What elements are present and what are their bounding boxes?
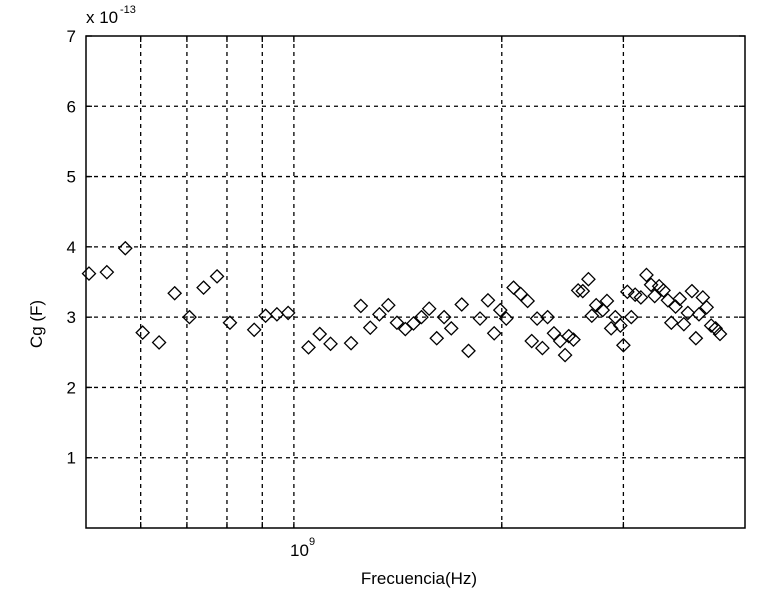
data-point-diamond <box>557 347 573 363</box>
x-axis-title: Frecuencia(Hz) <box>361 569 477 588</box>
data-point-diamond <box>312 326 328 342</box>
y-tick-label: 4 <box>67 238 76 257</box>
data-point-diamond <box>406 316 421 331</box>
data-point-diamond <box>323 336 338 352</box>
data-point-diamond <box>498 311 514 326</box>
data-point-diamond <box>343 335 359 351</box>
data-point-diamond <box>639 267 654 283</box>
data-point-diamond <box>472 311 488 326</box>
y-axis-multiplier: x 10 -13 <box>86 4 136 27</box>
data-point-diamond <box>513 286 529 302</box>
x-axis-tick-label: 10 9 <box>290 536 315 560</box>
data-point-diamond <box>209 268 225 284</box>
data-point-diamond <box>443 320 459 336</box>
data-point-diamond <box>619 284 635 300</box>
data-point-diamond <box>623 309 639 325</box>
data-point-diamond <box>380 297 396 313</box>
data-point-diamond <box>712 326 728 342</box>
data-points <box>81 240 728 363</box>
y-tick-label: 5 <box>67 168 76 187</box>
data-point-diamond <box>691 306 707 322</box>
data-point-diamond <box>647 288 663 304</box>
data-point-diamond <box>81 266 97 281</box>
data-point-diamond <box>454 297 470 312</box>
data-point-diamond <box>633 290 649 305</box>
data-point-diamond <box>680 305 696 321</box>
data-point-diamond <box>414 309 429 325</box>
data-point-diamond <box>612 318 628 333</box>
data-point-diamond <box>540 309 556 325</box>
data-point-diamond <box>486 325 502 341</box>
data-point-diamond <box>151 335 167 350</box>
data-point-diamond <box>660 292 676 308</box>
data-point-diamond <box>389 315 405 331</box>
grid-lines <box>86 36 745 528</box>
data-point-diamond <box>524 333 540 349</box>
y-tick-label: 2 <box>67 378 76 397</box>
data-point-diamond <box>520 293 536 309</box>
data-point-diamond <box>570 283 586 298</box>
y-multiplier-exponent: -13 <box>120 4 136 16</box>
data-point-diamond <box>258 308 274 324</box>
y-tick-label: 1 <box>67 449 76 468</box>
data-point-diamond <box>684 283 700 299</box>
data-point-diamond <box>372 306 387 322</box>
data-point-diamond <box>676 316 692 332</box>
data-point-diamond <box>246 322 262 338</box>
data-point-diamond <box>688 330 704 346</box>
data-point-diamond <box>117 240 133 256</box>
data-point-diamond <box>182 309 197 325</box>
data-point-diamond <box>588 297 604 313</box>
data-point-diamond <box>280 305 296 321</box>
data-point-diamond <box>480 292 496 308</box>
data-point-diamond <box>135 325 151 341</box>
plot-area-frame <box>85 35 746 529</box>
data-point-diamond <box>581 271 596 287</box>
data-point-diamond <box>421 301 437 317</box>
data-point-diamond <box>663 315 679 331</box>
y-multiplier-base: x 10 <box>86 8 118 27</box>
y-tick-label: 7 <box>67 27 76 46</box>
data-point-diamond <box>708 320 724 336</box>
data-point-diamond <box>584 308 600 324</box>
data-point-diamond <box>703 318 719 333</box>
data-point-diamond <box>269 306 285 322</box>
data-point-diamond <box>699 299 715 315</box>
data-point-diamond <box>534 340 550 356</box>
data-point-diamond <box>461 343 476 359</box>
x-tick-label-base: 10 <box>290 541 309 560</box>
data-point-diamond <box>603 320 619 336</box>
data-point-diamond <box>222 315 238 331</box>
data-point-diamond <box>656 283 671 298</box>
data-point-diamond <box>615 337 631 353</box>
y-axis-ticks: 1 2 3 4 5 6 7 <box>67 27 745 468</box>
data-point-diamond <box>436 309 452 325</box>
x-tick-label-exponent: 9 <box>309 536 315 548</box>
data-point-diamond <box>546 325 562 341</box>
y-tick-label: 6 <box>67 97 76 116</box>
y-tick-label: 3 <box>67 308 76 327</box>
data-point-diamond <box>167 285 183 301</box>
data-point-diamond <box>672 291 688 307</box>
data-point-diamond <box>566 332 581 348</box>
data-point-diamond <box>301 339 316 355</box>
data-point-diamond <box>99 264 115 280</box>
data-point-diamond <box>492 302 508 318</box>
y-axis-title: Cg (F) <box>27 300 46 348</box>
data-point-diamond <box>362 320 378 336</box>
data-point-diamond <box>353 298 369 314</box>
data-point-diamond <box>599 293 615 309</box>
data-point-diamond <box>196 280 212 296</box>
data-point-diamond <box>429 330 445 346</box>
data-point-diamond <box>575 283 591 299</box>
